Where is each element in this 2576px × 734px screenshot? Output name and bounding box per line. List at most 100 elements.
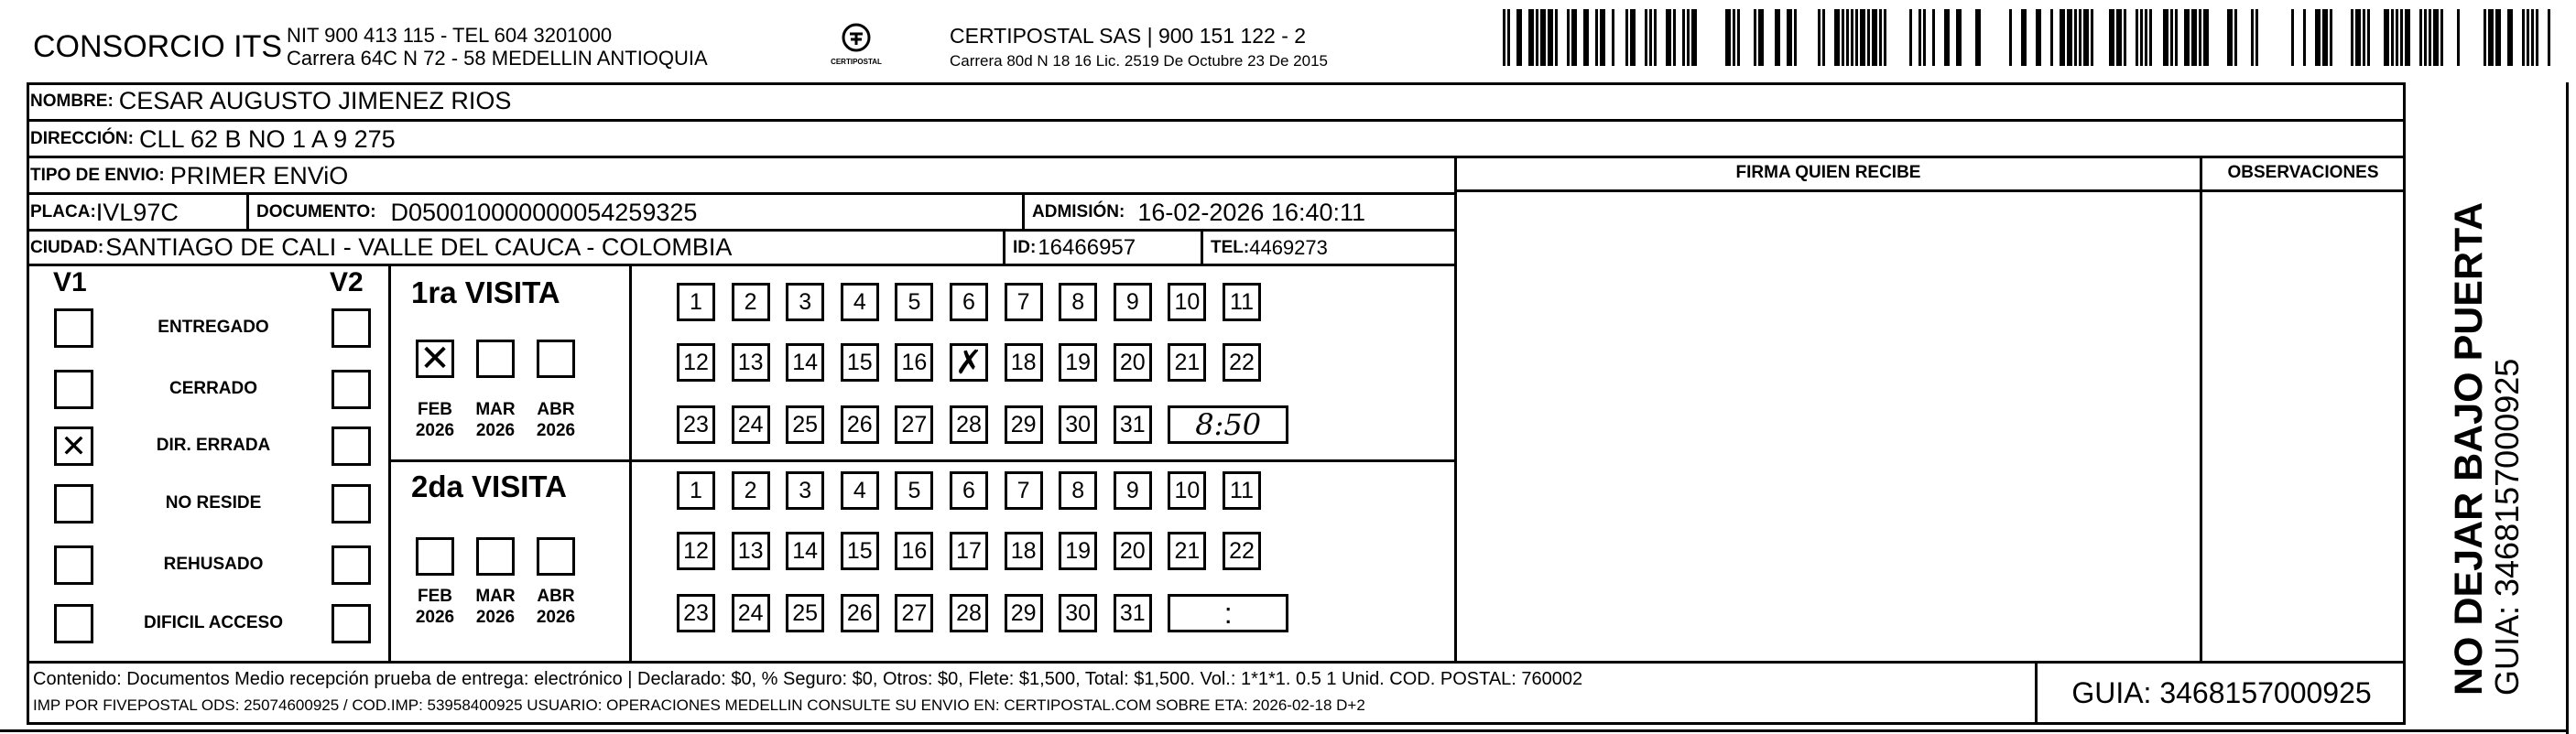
day-checkbox[interactable]: 26	[840, 405, 879, 444]
v2-checkbox[interactable]	[332, 484, 371, 524]
day-checkbox[interactable]: 13	[731, 532, 770, 570]
day-checkbox[interactable]: 15	[840, 532, 879, 570]
day-checkbox[interactable]: 1	[677, 471, 715, 510]
observaciones-area[interactable]	[2202, 192, 2404, 664]
day-checkbox[interactable]: 17	[950, 532, 988, 570]
day-checkbox[interactable]: 12	[677, 532, 715, 570]
month-checkbox[interactable]	[537, 340, 575, 378]
day-checkbox[interactable]: ✗	[950, 343, 988, 382]
day-checkbox[interactable]: 14	[786, 532, 825, 570]
day-checkbox[interactable]: 31	[1113, 405, 1152, 444]
v1-checkbox[interactable]	[54, 484, 93, 524]
day-checkbox[interactable]: 9	[1113, 283, 1152, 321]
day-checkbox[interactable]: 5	[895, 283, 934, 321]
day-checkbox[interactable]: 11	[1223, 471, 1261, 510]
day-checkbox[interactable]: 8	[1059, 283, 1098, 321]
day-checkbox[interactable]: 14	[786, 343, 825, 382]
v1-checkbox[interactable]	[54, 545, 93, 585]
day-checkbox[interactable]: 20	[1113, 532, 1152, 570]
day-checkbox[interactable]: 27	[895, 594, 934, 632]
day-checkbox[interactable]: 18	[1004, 532, 1043, 570]
day-checkbox[interactable]: 29	[1004, 405, 1043, 444]
visit-time-field[interactable]: 8:50	[1168, 405, 1288, 444]
day-checkbox[interactable]: 3	[786, 471, 825, 510]
v2-checkbox[interactable]	[332, 370, 371, 409]
visit-time-field[interactable]: :	[1168, 594, 1288, 632]
day-checkbox[interactable]: 21	[1168, 343, 1207, 382]
day-checkbox[interactable]: 2	[731, 471, 770, 510]
day-checkbox[interactable]: 25	[786, 405, 825, 444]
barcode-bar	[2303, 9, 2306, 66]
day-checkbox[interactable]: 24	[731, 594, 770, 632]
day-checkbox[interactable]: 21	[1168, 532, 1207, 570]
firma-signature-area[interactable]	[1457, 192, 2200, 664]
day-checkbox[interactable]: 5	[895, 471, 934, 510]
month-checkbox[interactable]	[476, 340, 515, 378]
month-checkbox[interactable]	[476, 537, 515, 576]
day-checkbox[interactable]: 30	[1059, 405, 1098, 444]
day-checkbox[interactable]: 4	[840, 283, 879, 321]
day-checkbox[interactable]: 18	[1004, 343, 1043, 382]
day-checkbox[interactable]: 28	[950, 594, 988, 632]
v1-checkbox[interactable]	[54, 370, 93, 409]
day-checkbox[interactable]: 3	[786, 283, 825, 321]
day-checkbox[interactable]: 8	[1059, 471, 1098, 510]
v2-checkbox[interactable]	[332, 308, 371, 348]
day-checkbox[interactable]: 19	[1059, 343, 1098, 382]
day-checkbox[interactable]: 10	[1168, 283, 1207, 321]
day-checkbox[interactable]: 11	[1223, 283, 1261, 321]
barcode-bar	[2522, 9, 2525, 66]
day-checkbox[interactable]: 13	[731, 343, 770, 382]
day-checkbox[interactable]: 9	[1113, 471, 1152, 510]
day-checkbox[interactable]: 19	[1059, 532, 1098, 570]
month-checkbox[interactable]	[537, 537, 575, 576]
day-checkbox[interactable]: 6	[950, 283, 988, 321]
v1-checkbox[interactable]: ✕	[54, 426, 93, 466]
v2-checkbox[interactable]	[332, 545, 371, 585]
day-checkbox[interactable]: 2	[731, 283, 770, 321]
day-checkbox[interactable]: 31	[1113, 594, 1152, 632]
logo-text: CERTIPOSTAL	[831, 58, 882, 66]
day-checkbox[interactable]: 25	[786, 594, 825, 632]
v2-checkbox[interactable]	[332, 604, 371, 643]
day-checkbox[interactable]: 1	[677, 283, 715, 321]
day-checkbox[interactable]: 16	[895, 532, 934, 570]
v2-label: V2	[330, 267, 364, 297]
status-option-label: DIFICIL ACCESO	[143, 613, 283, 632]
day-checkbox[interactable]: 6	[950, 471, 988, 510]
day-checkbox[interactable]: 24	[731, 405, 770, 444]
certipostal-logo: CERTIPOSTAL	[829, 22, 884, 66]
barcode-bar	[2079, 9, 2081, 66]
day-checkbox[interactable]: 23	[677, 405, 715, 444]
month-checkbox[interactable]	[416, 537, 454, 576]
day-checkbox[interactable]: 10	[1168, 471, 1207, 510]
day-checkbox[interactable]: 16	[895, 343, 934, 382]
barcode-bar	[2405, 9, 2410, 66]
barcode-bar	[1612, 9, 1614, 66]
day-checkbox[interactable]: 20	[1113, 343, 1152, 382]
day-checkbox[interactable]: 22	[1223, 343, 1261, 382]
month-checkbox[interactable]: ✕	[416, 340, 454, 378]
month-name: MAR	[475, 400, 516, 419]
day-checkbox[interactable]: 22	[1223, 532, 1261, 570]
day-checkbox[interactable]: 12	[677, 343, 715, 382]
day-checkbox[interactable]: 15	[840, 343, 879, 382]
v2-checkbox[interactable]	[332, 426, 371, 466]
barcode-bar	[1540, 9, 1546, 66]
day-checkbox[interactable]: 27	[895, 405, 934, 444]
v1-checkbox[interactable]	[54, 308, 93, 348]
day-checkbox[interactable]: 30	[1059, 594, 1098, 632]
barcode-bar	[2367, 9, 2370, 66]
day-checkbox[interactable]: 4	[840, 471, 879, 510]
barcode-bar	[1571, 9, 1577, 66]
ciudad-row: CIUDAD: SANTIAGO DE CALI - VALLE DEL CAU…	[27, 229, 1456, 266]
day-checkbox[interactable]: 26	[840, 594, 879, 632]
barcode-bar	[1794, 9, 1797, 66]
day-checkbox[interactable]: 23	[677, 594, 715, 632]
v1-checkbox[interactable]	[54, 604, 93, 643]
day-checkbox[interactable]: 28	[950, 405, 988, 444]
footer-divider	[2035, 664, 2038, 722]
day-checkbox[interactable]: 7	[1004, 471, 1043, 510]
day-checkbox[interactable]: 7	[1004, 283, 1043, 321]
day-checkbox[interactable]: 29	[1004, 594, 1043, 632]
